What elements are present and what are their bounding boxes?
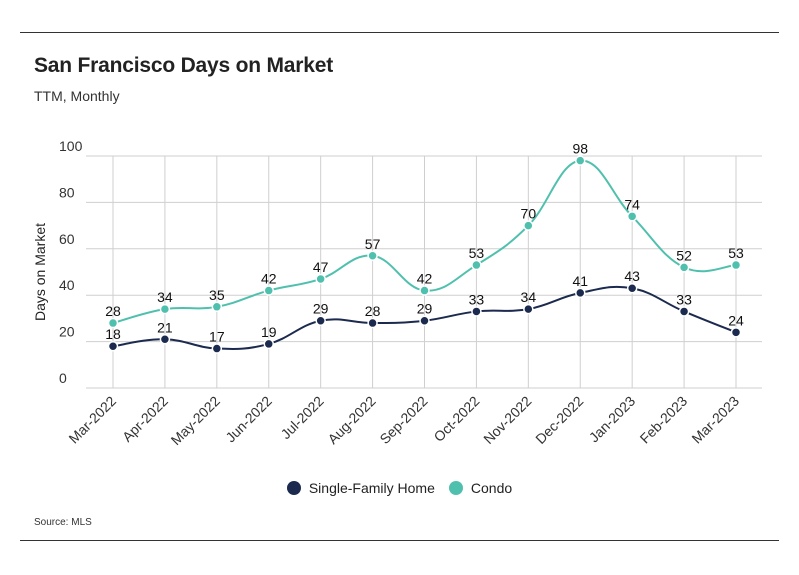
data-point-condo-5 [367,250,378,262]
y-tick-label-60: 60 [59,231,75,247]
data-point-condo-7 [471,259,482,271]
data-point-condo-8 [523,220,534,231]
data-point-single-family-3 [263,338,274,350]
x-tick-label-12: Mar-2023 [688,393,742,447]
data-label-condo-11: 52 [676,247,692,263]
data-label-condo-8: 70 [521,206,537,222]
x-tick-label-6: Sep-2022 [376,393,430,447]
data-label-single-family-4: 29 [313,301,329,317]
y-axis-label: Days on Market [32,223,48,321]
data-label-single-family-3: 19 [261,324,277,340]
y-tick-label-100: 100 [59,138,83,154]
data-point-single-family-12 [730,327,742,338]
legend-marker-single-family [286,481,301,495]
data-label-single-family-10: 43 [624,268,640,284]
data-label-condo-1: 34 [157,289,173,305]
chart-title: San Francisco Days on Market [34,54,334,77]
top-rule [20,32,779,33]
data-label-single-family-11: 33 [676,291,692,307]
data-point-single-family-2 [211,343,223,354]
data-point-condo-6 [419,285,430,296]
legend: Single-Family Home Condo [0,480,799,496]
x-tick-label-10: Jan-2023 [586,393,639,446]
data-label-single-family-1: 21 [157,319,173,335]
data-label-condo-4: 47 [313,259,329,275]
x-tick-label-5: Aug-2022 [324,393,378,447]
source-note: Source: MLS [34,517,92,528]
x-tick-label-1: Apr-2022 [119,393,171,445]
data-point-condo-0 [107,317,119,329]
data-label-condo-9: 98 [572,141,588,157]
data-point-condo-1 [159,303,171,315]
data-label-condo-7: 53 [469,245,485,261]
data-label-single-family-2: 17 [209,329,225,345]
x-tick-label-4: Jul-2022 [278,393,327,442]
data-label-single-family-8: 34 [521,289,537,305]
data-label-single-family-5: 28 [365,303,381,319]
legend-item-single-family[interactable]: Single-Family Home [286,480,435,496]
y-axis-ticks: 0 20 40 60 80 100 [59,138,83,386]
data-point-single-family-9 [575,287,586,299]
x-tick-label-0: Mar-2022 [65,393,119,447]
data-point-single-family-8 [523,303,534,315]
data-label-condo-5: 57 [365,236,381,252]
data-point-single-family-7 [471,306,482,317]
y-tick-label-20: 20 [59,324,75,340]
y-tick-label-0: 0 [59,370,67,386]
x-tick-label-3: Jun-2022 [222,393,275,446]
data-label-single-family-0: 18 [105,326,121,342]
legend-marker-condo [448,481,463,495]
x-tick-label-8: Nov-2022 [480,393,534,447]
chart-subtitle: TTM, Monthly [34,88,120,104]
data-point-condo-4 [315,273,326,285]
data-point-condo-9 [575,155,586,166]
data-label-condo-3: 42 [261,271,277,287]
legend-label-single-family: Single-Family Home [308,480,435,496]
data-point-condo-10 [626,211,638,222]
data-point-single-family-10 [626,282,638,294]
legend-label-condo: Condo [470,480,513,496]
y-tick-label-40: 40 [59,277,75,293]
data-point-condo-11 [678,262,690,273]
data-label-condo-2: 35 [209,287,225,303]
y-tick-label-80: 80 [59,184,75,200]
data-label-single-family-9: 41 [572,273,588,289]
series-layer: 18 21 17 19 29 28 29 33 34 41 43 33 24 28 34 35 42 47 57 42… [105,141,744,354]
legend-item-condo[interactable]: Condo [448,480,513,496]
data-label-single-family-6: 29 [417,301,433,317]
data-point-single-family-6 [419,315,430,326]
data-point-single-family-11 [678,306,690,317]
data-label-single-family-7: 33 [469,291,485,307]
data-label-condo-10: 74 [624,196,640,212]
x-tick-label-9: Dec-2022 [532,393,586,447]
data-point-single-family-0 [107,340,119,352]
data-point-single-family-5 [367,317,378,329]
data-point-single-family-1 [159,334,171,345]
bottom-rule [20,540,779,541]
x-tick-label-11: Feb-2023 [637,393,691,447]
data-label-condo-12: 53 [728,245,744,261]
data-point-condo-3 [263,285,274,296]
data-label-condo-0: 28 [105,303,121,319]
data-point-condo-12 [730,259,742,271]
data-point-condo-2 [211,301,223,313]
data-label-condo-6: 42 [417,271,433,287]
x-tick-label-7: Oct-2022 [430,393,482,445]
x-tick-label-2: May-2022 [168,393,223,448]
data-label-single-family-12: 24 [728,312,744,328]
data-point-single-family-4 [315,315,326,326]
